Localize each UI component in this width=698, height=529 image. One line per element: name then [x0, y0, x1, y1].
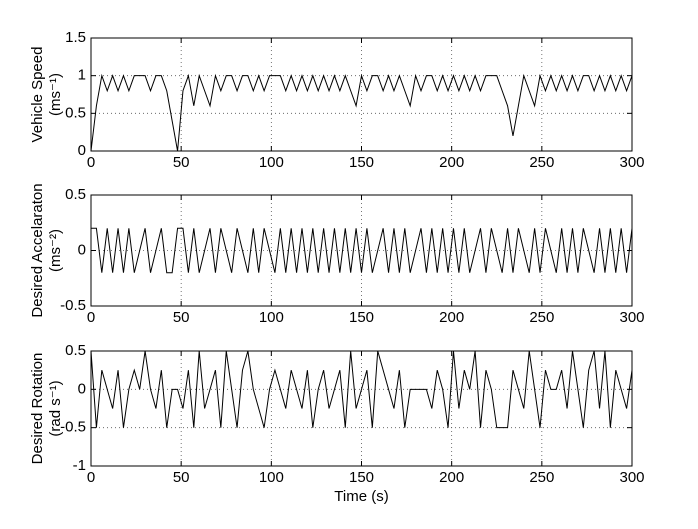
x-tick-label: 0	[87, 309, 95, 326]
y-tick-label: 0.5	[65, 342, 86, 359]
x-tick-label: 200	[439, 309, 464, 326]
x-tick-label: 250	[529, 309, 554, 326]
axes-box	[90, 194, 633, 307]
data-line	[90, 350, 633, 429]
axes-box	[90, 350, 633, 467]
x-tick-label: 150	[349, 309, 374, 326]
y-axis-label: Vehicle Speed	[29, 47, 46, 143]
x-tick-label: 50	[173, 309, 190, 326]
y-tick-label: 1	[78, 67, 86, 84]
data-line	[90, 73, 633, 152]
y-tick-label: -0.5	[60, 419, 86, 436]
y-tick-label: -1	[73, 457, 86, 474]
x-tick-label: 300	[619, 469, 644, 486]
y-tick-label: 0	[78, 380, 86, 397]
y-tick-label: 0.5	[65, 104, 86, 121]
y-tick-label: 0	[78, 241, 86, 258]
x-tick-label: 100	[259, 154, 284, 171]
x-tick-label: 200	[439, 154, 464, 171]
x-tick-label: 0	[87, 469, 95, 486]
y-tick-label: 1.5	[65, 29, 86, 46]
axes-box	[90, 37, 633, 152]
y-axis-label: (ms⁻²)	[47, 229, 64, 272]
y-tick-label: 0.5	[65, 186, 86, 203]
data-line	[91, 227, 633, 274]
y-tick-label: -0.5	[60, 297, 86, 314]
x-tick-label: 100	[259, 469, 284, 486]
x-tick-label: 250	[529, 154, 554, 171]
x-tick-label: 100	[259, 309, 284, 326]
x-axis-label: Time (s)	[334, 488, 388, 505]
x-tick-label: 50	[173, 469, 190, 486]
y-tick-label: 0	[78, 142, 86, 159]
x-tick-label: 50	[173, 154, 190, 171]
x-tick-label: 150	[349, 469, 374, 486]
y-axis-label: Desired Rotation	[29, 353, 46, 465]
y-axis-label: Desired Accelaraton	[29, 183, 46, 317]
x-tick-label: 0	[87, 154, 95, 171]
x-tick-label: 300	[619, 309, 644, 326]
x-tick-label: 150	[349, 154, 374, 171]
x-tick-label: 200	[439, 469, 464, 486]
x-tick-label: 300	[619, 154, 644, 171]
plot-area	[91, 351, 632, 466]
y-axis-label: (ms⁻¹)	[47, 73, 64, 116]
y-axis-label: (rad s⁻¹)	[47, 380, 64, 436]
x-tick-label: 250	[529, 469, 554, 486]
